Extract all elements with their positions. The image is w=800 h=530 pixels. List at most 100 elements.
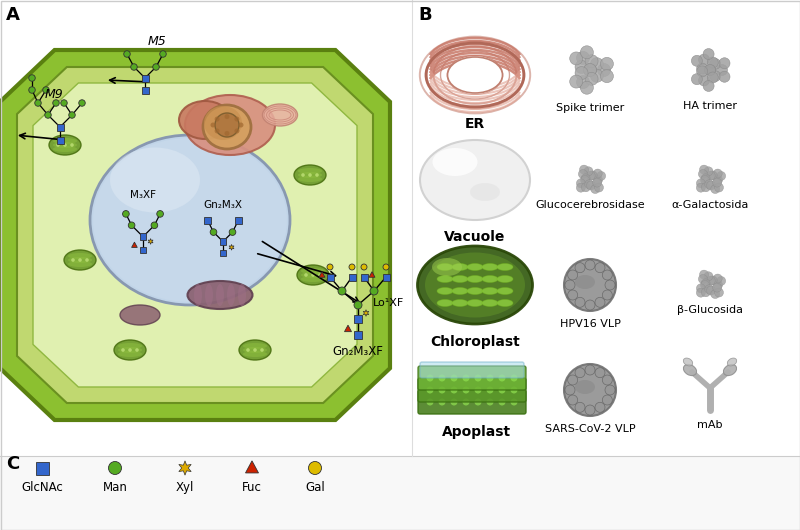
Circle shape	[698, 170, 707, 179]
Polygon shape	[131, 242, 138, 248]
Circle shape	[594, 175, 602, 184]
Circle shape	[426, 386, 434, 393]
Circle shape	[706, 276, 715, 285]
Circle shape	[462, 386, 470, 393]
Circle shape	[311, 273, 315, 277]
Circle shape	[714, 274, 722, 283]
Circle shape	[593, 178, 602, 187]
Ellipse shape	[482, 263, 498, 270]
Circle shape	[128, 348, 132, 352]
Ellipse shape	[114, 340, 146, 360]
Ellipse shape	[447, 56, 502, 94]
FancyBboxPatch shape	[57, 137, 63, 144]
Circle shape	[714, 183, 723, 192]
FancyBboxPatch shape	[349, 273, 355, 280]
Text: Gn₂M₃X: Gn₂M₃X	[203, 200, 242, 210]
Circle shape	[498, 386, 506, 393]
Polygon shape	[246, 461, 258, 473]
Circle shape	[225, 131, 230, 136]
Circle shape	[565, 385, 575, 395]
Circle shape	[301, 173, 305, 177]
Ellipse shape	[118, 343, 142, 349]
Circle shape	[703, 81, 714, 92]
Circle shape	[698, 54, 710, 65]
Circle shape	[210, 229, 217, 235]
Circle shape	[701, 175, 710, 184]
Circle shape	[135, 348, 139, 352]
Circle shape	[691, 55, 702, 66]
Text: M₃XF: M₃XF	[130, 190, 156, 200]
Circle shape	[438, 399, 446, 405]
Ellipse shape	[497, 276, 513, 282]
Circle shape	[426, 399, 434, 405]
FancyBboxPatch shape	[354, 331, 362, 339]
Circle shape	[130, 64, 138, 70]
Circle shape	[565, 280, 575, 290]
Circle shape	[585, 55, 598, 68]
Circle shape	[109, 462, 122, 474]
Text: HA trimer: HA trimer	[683, 101, 737, 111]
Circle shape	[462, 375, 470, 382]
Ellipse shape	[120, 305, 160, 325]
Ellipse shape	[118, 351, 142, 357]
Circle shape	[78, 100, 86, 106]
Circle shape	[697, 179, 706, 188]
Circle shape	[153, 64, 159, 70]
FancyBboxPatch shape	[205, 217, 211, 224]
Text: Lo¹XF: Lo¹XF	[373, 298, 404, 308]
Ellipse shape	[301, 272, 325, 278]
Ellipse shape	[297, 265, 329, 285]
Circle shape	[584, 167, 593, 176]
Circle shape	[318, 273, 322, 277]
Circle shape	[229, 229, 236, 235]
Circle shape	[578, 170, 587, 179]
Ellipse shape	[243, 351, 267, 357]
Polygon shape	[363, 310, 369, 316]
Circle shape	[370, 287, 378, 295]
Circle shape	[253, 348, 257, 352]
Ellipse shape	[179, 101, 231, 139]
Circle shape	[705, 180, 714, 189]
Circle shape	[598, 64, 610, 76]
Circle shape	[426, 375, 434, 382]
Ellipse shape	[53, 138, 77, 144]
Ellipse shape	[68, 261, 92, 267]
Circle shape	[710, 70, 721, 82]
Text: Fuc: Fuc	[242, 481, 262, 494]
Text: Spike trimer: Spike trimer	[556, 103, 624, 113]
Ellipse shape	[683, 358, 693, 366]
Text: Apoplast: Apoplast	[442, 425, 511, 439]
Text: M5: M5	[148, 35, 166, 48]
Polygon shape	[369, 272, 375, 277]
Circle shape	[581, 175, 590, 184]
Ellipse shape	[497, 299, 513, 306]
Ellipse shape	[452, 276, 468, 282]
Circle shape	[577, 76, 590, 89]
Ellipse shape	[433, 148, 478, 176]
Polygon shape	[319, 272, 325, 277]
Circle shape	[474, 375, 482, 382]
Circle shape	[580, 81, 594, 94]
Circle shape	[594, 183, 603, 192]
Circle shape	[568, 290, 578, 300]
Circle shape	[714, 280, 722, 289]
Circle shape	[601, 69, 614, 83]
Circle shape	[586, 171, 595, 180]
Ellipse shape	[238, 284, 246, 306]
Ellipse shape	[467, 299, 483, 306]
Circle shape	[706, 171, 715, 180]
Circle shape	[602, 395, 612, 405]
Ellipse shape	[301, 276, 325, 282]
Circle shape	[315, 173, 318, 177]
Circle shape	[605, 385, 615, 395]
Circle shape	[570, 52, 582, 65]
Circle shape	[575, 297, 585, 307]
Circle shape	[238, 122, 243, 128]
Circle shape	[581, 174, 590, 183]
Circle shape	[699, 270, 709, 279]
Ellipse shape	[90, 135, 290, 305]
Circle shape	[595, 368, 605, 378]
Circle shape	[438, 386, 446, 393]
Circle shape	[510, 375, 518, 382]
Ellipse shape	[723, 365, 737, 376]
